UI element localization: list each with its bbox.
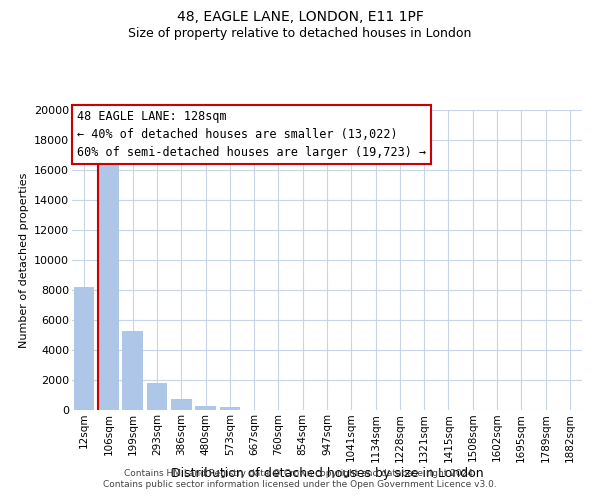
- Text: Contains public sector information licensed under the Open Government Licence v3: Contains public sector information licen…: [103, 480, 497, 489]
- Bar: [146, 383, 167, 410]
- Bar: [98, 161, 119, 410]
- X-axis label: Distribution of detached houses by size in London: Distribution of detached houses by size …: [170, 467, 484, 480]
- Text: Size of property relative to detached houses in London: Size of property relative to detached ho…: [128, 28, 472, 40]
- Bar: [220, 407, 240, 410]
- Text: 48, EAGLE LANE, LONDON, E11 1PF: 48, EAGLE LANE, LONDON, E11 1PF: [176, 10, 424, 24]
- Bar: [74, 287, 94, 410]
- Bar: [122, 330, 143, 410]
- Text: Contains HM Land Registry data © Crown copyright and database right 2024.: Contains HM Land Registry data © Crown c…: [124, 468, 476, 477]
- Bar: [195, 406, 216, 410]
- Y-axis label: Number of detached properties: Number of detached properties: [19, 172, 29, 348]
- Bar: [171, 399, 191, 410]
- Text: 48 EAGLE LANE: 128sqm
← 40% of detached houses are smaller (13,022)
60% of semi-: 48 EAGLE LANE: 128sqm ← 40% of detached …: [77, 110, 426, 159]
